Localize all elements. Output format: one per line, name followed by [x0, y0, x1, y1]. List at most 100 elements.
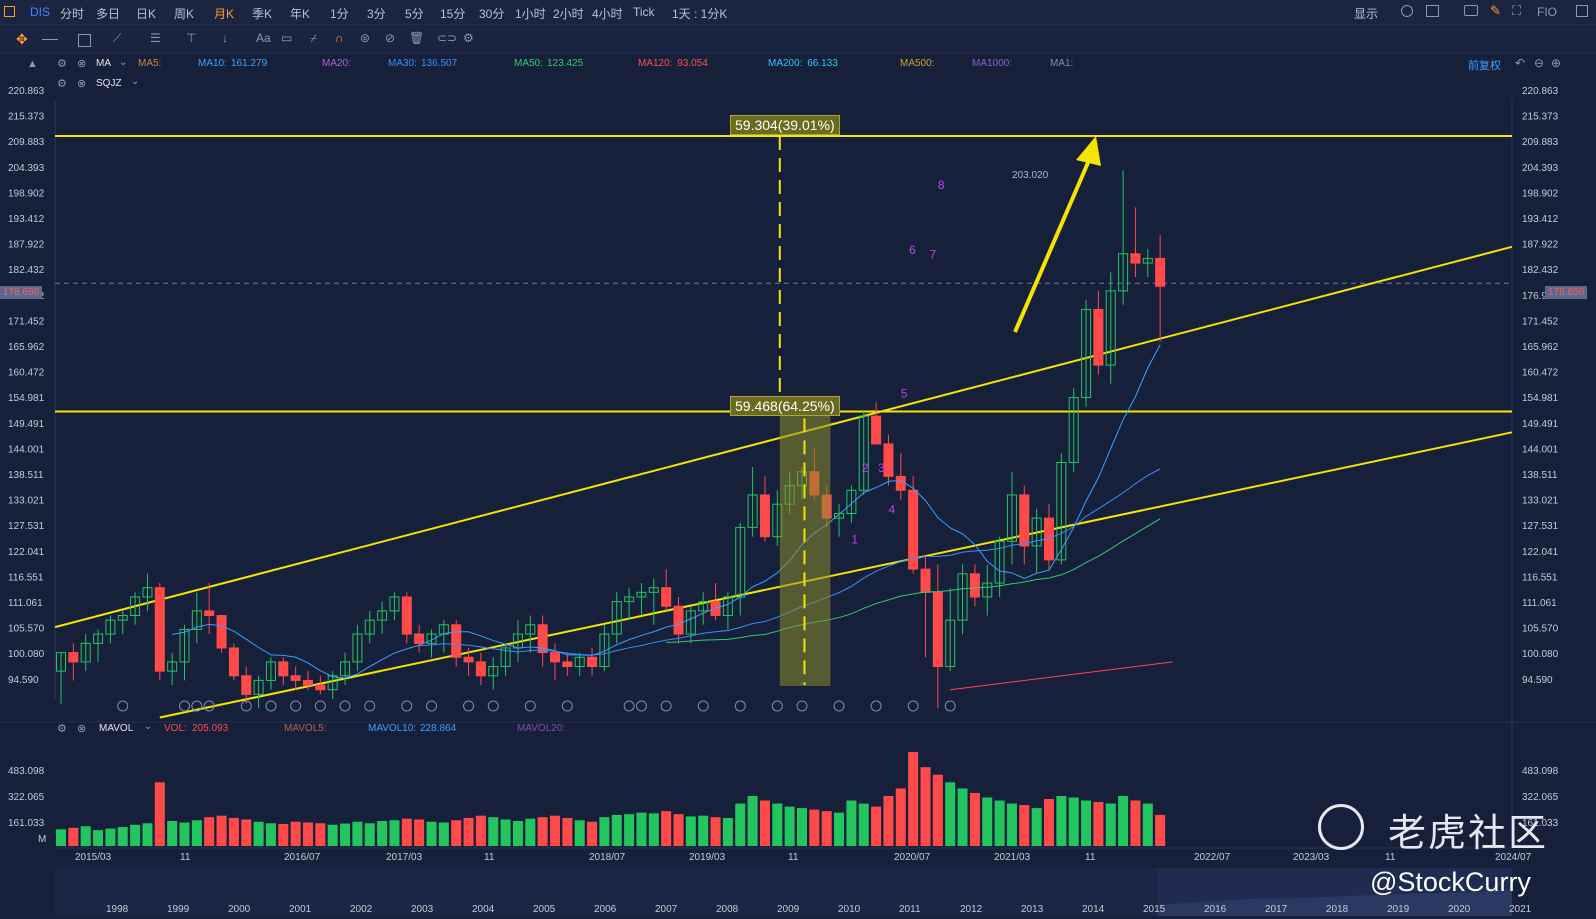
volume-bar[interactable] — [167, 820, 178, 846]
volume-bar[interactable] — [488, 817, 499, 846]
candle[interactable] — [908, 476, 919, 574]
ma-close-icon[interactable]: ⊗ — [77, 58, 87, 70]
volume-bar[interactable] — [846, 800, 857, 846]
settings-icon[interactable] — [1401, 5, 1413, 17]
candle[interactable] — [142, 573, 153, 611]
fullscreen-icon[interactable]: ⛶ — [1512, 3, 1522, 18]
volume-bar[interactable] — [204, 817, 215, 846]
sqjz-settings-icon[interactable]: ⚙ — [57, 78, 67, 90]
candle[interactable] — [957, 564, 968, 635]
ma-settings-icon[interactable]: ⚙ — [57, 58, 67, 70]
volume-bar[interactable] — [994, 800, 1005, 846]
fio-button[interactable]: FIO — [1537, 5, 1557, 19]
volume-bar[interactable] — [352, 821, 363, 846]
candle[interactable] — [303, 671, 313, 690]
volume-bar[interactable] — [624, 814, 635, 846]
candle[interactable] — [1118, 170, 1129, 305]
volume-bar[interactable] — [611, 814, 622, 846]
arrow-tool-icon[interactable]: ↓ — [222, 31, 228, 45]
candle[interactable] — [93, 629, 104, 662]
candle[interactable] — [747, 467, 758, 537]
volume-bar[interactable] — [1130, 800, 1141, 846]
volume-bar[interactable] — [772, 803, 783, 846]
volume-bar[interactable] — [1155, 814, 1166, 846]
arrow-head[interactable] — [1076, 136, 1101, 166]
window-icon[interactable] — [1576, 5, 1588, 17]
candle[interactable] — [290, 666, 301, 690]
candle[interactable] — [228, 643, 239, 681]
volume-bar[interactable] — [871, 806, 882, 846]
event-marker-icon[interactable] — [290, 700, 302, 712]
volume-bar[interactable] — [500, 819, 511, 846]
volume-bar[interactable] — [562, 817, 573, 846]
candle[interactable] — [1130, 207, 1141, 277]
volume-bar[interactable] — [982, 797, 993, 846]
timeframe-11[interactable]: 30分 — [479, 7, 505, 21]
volume-bar[interactable] — [1118, 795, 1129, 846]
volume-bar[interactable] — [216, 815, 227, 846]
timeframe-5[interactable]: 季K — [252, 7, 273, 21]
candle[interactable] — [68, 643, 79, 681]
candle[interactable] — [673, 596, 684, 644]
volume-bar[interactable] — [327, 824, 338, 846]
timeframe-9[interactable]: 5分 — [405, 7, 424, 21]
volume-bar[interactable] — [537, 817, 548, 846]
candle[interactable] — [278, 657, 289, 686]
candle[interactable] — [982, 564, 993, 616]
volume-bar[interactable] — [759, 800, 770, 846]
layout-icon[interactable] — [1426, 5, 1439, 17]
volume-bar[interactable] — [241, 819, 252, 846]
event-marker-icon[interactable] — [771, 700, 783, 712]
volume-bar[interactable] — [377, 820, 388, 846]
candle[interactable] — [500, 643, 511, 676]
volume-bar[interactable] — [401, 818, 412, 846]
volume-bar[interactable] — [673, 814, 684, 846]
candle[interactable] — [204, 583, 215, 635]
chevron-down-icon[interactable]: ⌄ — [144, 721, 153, 732]
polyline-tool-icon[interactable]: ⟋ — [113, 31, 122, 45]
text-tool-icon[interactable]: Aa — [256, 31, 271, 45]
candle[interactable] — [1006, 471, 1017, 565]
volume-bar[interactable] — [340, 823, 351, 846]
sqjz-close-icon[interactable]: ⊗ — [77, 78, 87, 90]
candle[interactable] — [130, 592, 141, 625]
volume-bar[interactable] — [117, 827, 128, 846]
pencil-icon[interactable]: ✎ — [1490, 3, 1501, 18]
candle[interactable] — [1081, 300, 1092, 407]
volume-bar[interactable] — [68, 827, 79, 846]
candle[interactable] — [340, 652, 351, 686]
arrow-line[interactable] — [1013, 157, 1092, 333]
candle[interactable] — [550, 643, 560, 681]
link-tool-icon[interactable]: ⊂⊃ — [437, 31, 458, 45]
measure-tool-icon[interactable]: ⊤ — [186, 31, 197, 45]
volume-bar[interactable] — [179, 822, 190, 847]
display-menu[interactable]: 显示 — [1354, 7, 1379, 21]
trendline-lower-channel[interactable] — [159, 431, 1513, 719]
candle[interactable] — [117, 610, 128, 635]
candle[interactable] — [105, 615, 116, 644]
qianfuquan-button[interactable]: 前复权 — [1468, 60, 1501, 72]
volume-bar[interactable] — [858, 803, 869, 846]
volume-bar[interactable] — [797, 808, 807, 846]
candle[interactable] — [834, 504, 845, 537]
volume-bar[interactable] — [512, 820, 523, 846]
volume-bar[interactable] — [426, 821, 437, 846]
sqjz-indicator-name[interactable]: SQJZ — [96, 78, 122, 89]
candle[interactable] — [426, 629, 437, 658]
volume-bar[interactable] — [1068, 797, 1079, 846]
volume-bar[interactable] — [364, 823, 375, 846]
volume-bar[interactable] — [303, 822, 313, 847]
chart-type-icon[interactable] — [4, 6, 15, 17]
candle[interactable] — [488, 657, 499, 690]
volume-bar[interactable] — [636, 812, 647, 846]
event-marker-icon[interactable] — [314, 700, 326, 712]
timeframe-12[interactable]: 1小时 — [515, 7, 546, 21]
volume-bar[interactable] — [389, 820, 400, 846]
volume-bar[interactable] — [475, 815, 486, 846]
volume-bar[interactable] — [451, 820, 462, 846]
volume-bar[interactable] — [908, 752, 919, 846]
magnet-tool-icon[interactable]: ∩ — [335, 31, 344, 45]
rect-tool-icon[interactable] — [78, 34, 91, 47]
volume-bar[interactable] — [574, 820, 585, 846]
event-marker-icon[interactable] — [364, 700, 376, 712]
